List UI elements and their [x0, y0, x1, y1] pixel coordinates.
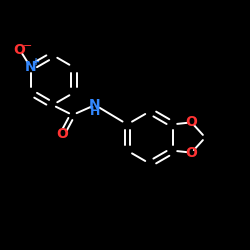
Text: O: O: [14, 42, 26, 56]
Text: O: O: [56, 127, 68, 141]
Text: +: +: [32, 57, 40, 67]
Text: O: O: [186, 146, 198, 160]
Text: H: H: [90, 105, 100, 118]
Text: N: N: [89, 98, 101, 112]
Text: −: −: [22, 42, 32, 51]
Text: N: N: [25, 60, 37, 74]
Text: O: O: [186, 116, 198, 130]
